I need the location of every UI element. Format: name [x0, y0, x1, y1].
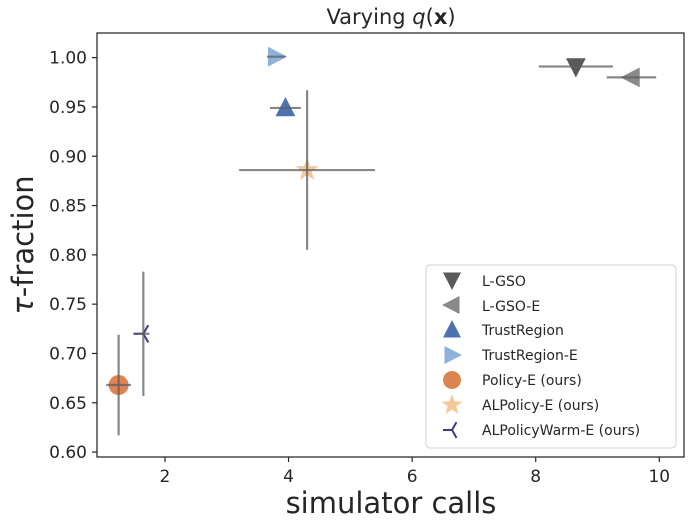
chart-title-open: ( — [426, 5, 434, 29]
x-tick-label: 6 — [407, 467, 418, 487]
chart-title: Varying q(x) — [326, 5, 455, 29]
y-tick-label: 0.75 — [49, 295, 87, 315]
y-tick-label: 0.90 — [49, 147, 87, 167]
y-axis-title-symbol: τ — [6, 297, 40, 315]
legend-label-trustregion: TrustRegion — [481, 323, 564, 339]
chart-title-close: ) — [447, 5, 455, 29]
series-alpolicy-e-ours — [239, 90, 376, 250]
series-l-gso — [538, 58, 613, 78]
legend-label-l-gso-e: L-GSO-E — [482, 299, 540, 315]
y-tick-label: 0.65 — [49, 394, 87, 414]
chart-title-func: q — [412, 5, 425, 29]
y-tick-label: 0.85 — [49, 197, 87, 217]
legend-label-alpolicy-e: ALPolicy-E (ours) — [482, 398, 599, 414]
legend-marker-l-gso — [443, 272, 461, 290]
legend-marker-alpolicywarm-e-ours — [443, 421, 458, 439]
series-trustregion-e — [266, 46, 288, 67]
series-policy-e-ours — [106, 334, 131, 436]
point-l-gso — [565, 58, 586, 78]
y-tick-label: 0.80 — [49, 246, 87, 266]
y-axis-title: τ-fraction — [6, 175, 40, 314]
plot-area — [106, 46, 657, 436]
legend-marker-trustregion — [443, 320, 461, 338]
legend-marker-trustregion-e — [444, 346, 462, 364]
y-axis-title-rest: -fraction — [6, 175, 40, 297]
legend-box — [425, 264, 677, 449]
y-tick-label: 0.60 — [49, 443, 87, 463]
plot-frame — [96, 32, 685, 458]
legend-marker-policy-e-ours — [443, 371, 461, 389]
axis-ticks: 2 4 6 8 10 0.60 0.65 0.70 0.75 0.80 0.85 0.90 0.95 1.… — [49, 49, 670, 487]
legend-marker-alpolicy-e-ours — [441, 394, 463, 414]
y-tick-label: 0.95 — [49, 98, 87, 118]
legend-marker-l-gso-e — [442, 296, 460, 314]
y-tick-label: 1.00 — [49, 49, 87, 69]
series-alpolicywarm-e-ours — [133, 271, 150, 396]
y-tick-label: 0.70 — [49, 344, 87, 364]
chart-title-prefix: Varying — [326, 5, 412, 29]
series-l-gso-e — [606, 67, 657, 88]
series-trustregion — [270, 96, 301, 117]
x-tick-label: 2 — [160, 467, 171, 487]
legend-label-policy-e: Policy-E (ours) — [482, 373, 582, 389]
legend-label-alpolicywarm-e: ALPolicyWarm-E (ours) — [482, 423, 640, 439]
point-trustregion — [275, 96, 296, 117]
x-axis-title: simulator calls — [286, 486, 497, 520]
chart-title-bold: x — [434, 5, 448, 29]
legend-label-l-gso: L-GSO — [482, 274, 526, 290]
x-tick-label: 4 — [283, 467, 294, 487]
x-tick-label: 8 — [530, 467, 541, 487]
x-tick-label: 10 — [648, 467, 670, 487]
legend-label-trustregion-e: TrustRegion-E — [481, 348, 578, 364]
legend: L-GSO L-GSO-E TrustRegion TrustRegion-E … — [425, 264, 677, 449]
